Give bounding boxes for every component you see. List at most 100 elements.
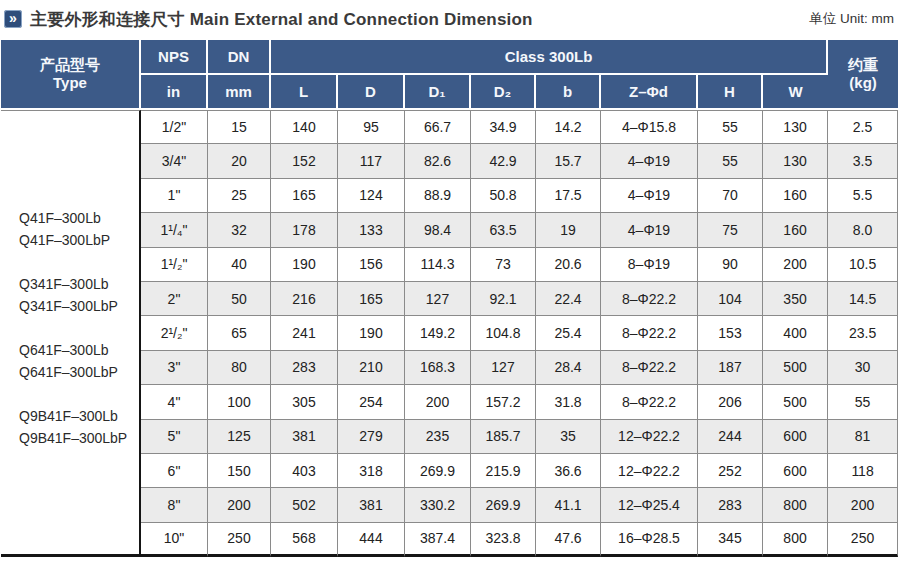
cell-d: 190 [338, 316, 405, 350]
cell-d: 165 [338, 282, 405, 316]
cell-dn: 25 [208, 179, 271, 213]
cell-l: 403 [271, 454, 338, 488]
cell-d2: 63.5 [471, 213, 536, 247]
cell-dn: 250 [208, 523, 271, 557]
cell-d1: 149.2 [405, 316, 471, 350]
cell-z_phid: 16–Φ28.5 [601, 523, 698, 557]
cell-w: 800 [763, 523, 828, 557]
cell-weight: 3.5 [828, 144, 898, 178]
table-header: 产品型号 Type NPS DN Class 300Lb 约重 (kg) in … [1, 40, 898, 110]
cell-d1: 269.9 [405, 454, 471, 488]
cell-w: 500 [763, 385, 828, 419]
cell-l: 283 [271, 351, 338, 385]
cell-d2: 104.8 [471, 316, 536, 350]
col-header-weight: 约重 (kg) [828, 40, 898, 110]
cell-b: 25.4 [536, 316, 601, 350]
cell-nps: 4" [141, 385, 208, 419]
col-header-b: b [536, 75, 601, 110]
cell-dn: 100 [208, 385, 271, 419]
cell-z_phid: 4–Φ19 [601, 144, 698, 178]
chevrons-right-icon: » [4, 10, 22, 28]
col-header-l: L [271, 75, 338, 110]
cell-d: 444 [338, 523, 405, 557]
cell-d: 254 [338, 385, 405, 419]
cell-b: 22.4 [536, 282, 601, 316]
cell-dn: 40 [208, 248, 271, 282]
cell-h: 206 [698, 385, 763, 419]
cell-l: 241 [271, 316, 338, 350]
title-bar: » 主要外形和连接尺寸 Main External and Connection… [4, 6, 896, 32]
cell-weight: 14.5 [828, 282, 898, 316]
cell-d2: 215.9 [471, 454, 536, 488]
cell-dn: 125 [208, 420, 271, 454]
product-type-cell: Q41F–300LbQ41F–300LbPQ341F–300LbQ341F–30… [1, 110, 141, 557]
product-type-label: Q41F–300Lb [19, 207, 139, 229]
col-header-h: H [698, 75, 763, 110]
cell-h: 153 [698, 316, 763, 350]
cell-l: 305 [271, 385, 338, 419]
cell-z_phid: 12–Φ22.2 [601, 420, 698, 454]
col-header-d1: D₁ [405, 75, 471, 110]
cell-b: 31.8 [536, 385, 601, 419]
cell-d: 117 [338, 144, 405, 178]
cell-nps: 1¹/₄" [141, 213, 208, 247]
cell-d1: 168.3 [405, 351, 471, 385]
col-header-type-zh: 产品型号 [40, 56, 100, 73]
cell-d1: 330.2 [405, 488, 471, 522]
cell-nps: 1¹/₂" [141, 248, 208, 282]
cell-l: 502 [271, 488, 338, 522]
cell-weight: 55 [828, 385, 898, 419]
cell-dn: 32 [208, 213, 271, 247]
cell-b: 35 [536, 420, 601, 454]
cell-l: 381 [271, 420, 338, 454]
cell-dn: 200 [208, 488, 271, 522]
cell-h: 283 [698, 488, 763, 522]
col-header-type-en: Type [53, 74, 87, 91]
cell-d1: 200 [405, 385, 471, 419]
cell-z_phid: 8–Φ22.2 [601, 282, 698, 316]
cell-w: 600 [763, 420, 828, 454]
col-header-nps: NPS [141, 40, 208, 75]
cell-weight: 23.5 [828, 316, 898, 350]
cell-nps: 6" [141, 454, 208, 488]
product-type-label: Q41F–300LbP [19, 229, 139, 251]
cell-d1: 66.7 [405, 110, 471, 144]
cell-h: 55 [698, 110, 763, 144]
cell-z_phid: 4–Φ19 [601, 179, 698, 213]
unit-label: 单位 Unit: mm [809, 10, 896, 28]
cell-w: 600 [763, 454, 828, 488]
col-header-weight-zh: 约重 [848, 56, 878, 73]
cell-l: 152 [271, 144, 338, 178]
dimension-table: 产品型号 Type NPS DN Class 300Lb 约重 (kg) in … [1, 40, 898, 557]
cell-z_phid: 8–Φ22.2 [601, 385, 698, 419]
product-type-label: Q641F–300Lb [19, 339, 139, 361]
page-title: 主要外形和连接尺寸 Main External and Connection D… [30, 8, 533, 31]
cell-nps: 1" [141, 179, 208, 213]
cell-d1: 387.4 [405, 523, 471, 557]
cell-nps: 3" [141, 351, 208, 385]
cell-z_phid: 4–Φ15.8 [601, 110, 698, 144]
col-header-d: D [338, 75, 405, 110]
cell-z_phid: 8–Φ19 [601, 248, 698, 282]
cell-w: 160 [763, 179, 828, 213]
cell-dn: 15 [208, 110, 271, 144]
cell-nps: 5" [141, 420, 208, 454]
cell-d2: 157.2 [471, 385, 536, 419]
cell-d1: 82.6 [405, 144, 471, 178]
cell-nps: 2¹/₂" [141, 316, 208, 350]
cell-d2: 42.9 [471, 144, 536, 178]
cell-dn: 65 [208, 316, 271, 350]
cell-b: 15.7 [536, 144, 601, 178]
cell-w: 400 [763, 316, 828, 350]
cell-h: 90 [698, 248, 763, 282]
cell-nps: 3/4" [141, 144, 208, 178]
cell-weight: 30 [828, 351, 898, 385]
cell-d1: 235 [405, 420, 471, 454]
cell-nps: 8" [141, 488, 208, 522]
cell-h: 345 [698, 523, 763, 557]
cell-weight: 2.5 [828, 110, 898, 144]
cell-d2: 50.8 [471, 179, 536, 213]
cell-d1: 98.4 [405, 213, 471, 247]
cell-nps: 10" [141, 523, 208, 557]
col-header-type: 产品型号 Type [1, 40, 141, 110]
